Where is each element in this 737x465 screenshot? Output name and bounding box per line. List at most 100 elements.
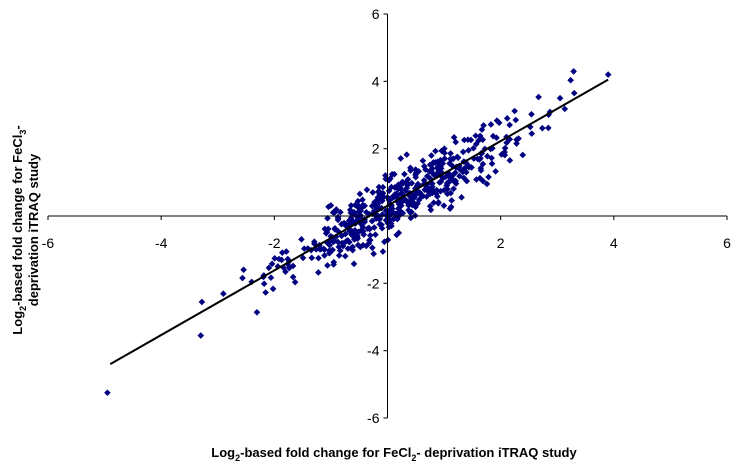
data-point <box>376 216 383 223</box>
data-point <box>240 266 247 274</box>
data-point <box>389 209 397 216</box>
data-point <box>347 202 355 209</box>
data-point <box>535 93 542 101</box>
data-point <box>433 186 441 194</box>
data-point <box>382 216 390 224</box>
data-point <box>414 200 421 207</box>
data-point <box>267 274 275 281</box>
data-point <box>432 159 439 166</box>
data-point <box>369 189 377 196</box>
data-point <box>427 206 435 214</box>
data-point <box>437 187 444 195</box>
data-point <box>351 201 359 209</box>
data-point <box>423 181 431 188</box>
data-point <box>437 165 445 172</box>
data-point <box>104 389 111 397</box>
data-point <box>443 182 451 189</box>
data-point <box>570 89 578 97</box>
data-point <box>390 215 397 223</box>
data-point <box>511 107 518 115</box>
data-point <box>289 262 297 270</box>
data-point <box>539 124 546 132</box>
data-point <box>388 222 395 230</box>
data-point <box>447 174 454 182</box>
data-point <box>567 76 574 84</box>
data-point <box>372 203 380 210</box>
data-point <box>324 262 331 269</box>
x-tick-label: -2 <box>268 235 281 251</box>
data-point <box>331 225 339 232</box>
data-point <box>459 168 467 176</box>
data-point <box>385 177 393 184</box>
data-point <box>513 136 520 143</box>
data-point <box>376 191 384 198</box>
data-point <box>526 123 534 131</box>
data-point <box>271 255 279 262</box>
data-point <box>349 246 357 254</box>
data-point <box>357 207 364 215</box>
data-point <box>346 206 354 214</box>
x-tick-label: 4 <box>610 235 618 251</box>
data-point <box>438 147 445 155</box>
data-point <box>315 254 322 262</box>
data-point <box>403 151 411 158</box>
data-point <box>545 124 552 132</box>
data-point <box>262 289 269 296</box>
data-point <box>363 186 371 194</box>
data-point <box>473 176 480 183</box>
data-point <box>395 181 402 188</box>
data-point <box>407 167 414 174</box>
data-point <box>391 184 399 191</box>
data-point <box>430 199 438 207</box>
data-point <box>368 202 376 210</box>
data-point <box>447 150 454 157</box>
data-point <box>291 278 299 286</box>
data-point <box>447 203 455 211</box>
data-point <box>442 173 450 181</box>
data-point <box>325 203 332 211</box>
y-tick-label: 6 <box>372 6 380 22</box>
data-point <box>488 154 495 162</box>
data-point <box>380 193 387 201</box>
data-point <box>398 189 405 197</box>
data-point <box>428 152 435 159</box>
data-point <box>489 132 497 140</box>
data-point <box>424 187 431 195</box>
data-point <box>239 274 246 282</box>
data-point <box>378 221 385 229</box>
data-point <box>464 136 472 143</box>
data-point <box>399 178 406 186</box>
data-point <box>480 122 487 129</box>
data-point <box>395 200 403 208</box>
data-point <box>347 209 355 217</box>
data-point <box>369 244 376 252</box>
data-point <box>479 177 487 185</box>
data-point <box>408 196 416 203</box>
data-point <box>308 254 316 262</box>
data-point <box>375 183 383 191</box>
data-point <box>340 219 348 227</box>
data-point <box>366 236 374 244</box>
data-point <box>415 196 423 204</box>
data-point <box>331 237 338 245</box>
data-point <box>604 71 612 78</box>
data-point <box>463 177 471 185</box>
data-point <box>437 156 444 164</box>
data-point <box>398 198 406 206</box>
x-tick-label: -6 <box>42 235 55 251</box>
data-point <box>435 168 442 176</box>
data-point <box>342 221 350 228</box>
data-point <box>362 242 370 250</box>
data-point <box>409 191 416 199</box>
data-point <box>372 231 379 238</box>
data-point <box>395 229 403 237</box>
y-tick-label: -6 <box>367 410 380 426</box>
data-point <box>426 202 434 210</box>
data-point <box>447 156 455 163</box>
data-point <box>402 187 410 194</box>
data-point <box>415 168 422 175</box>
x-tick-label: 2 <box>497 235 505 251</box>
data-point <box>350 228 357 235</box>
data-point <box>220 290 227 298</box>
data-point <box>326 247 333 254</box>
